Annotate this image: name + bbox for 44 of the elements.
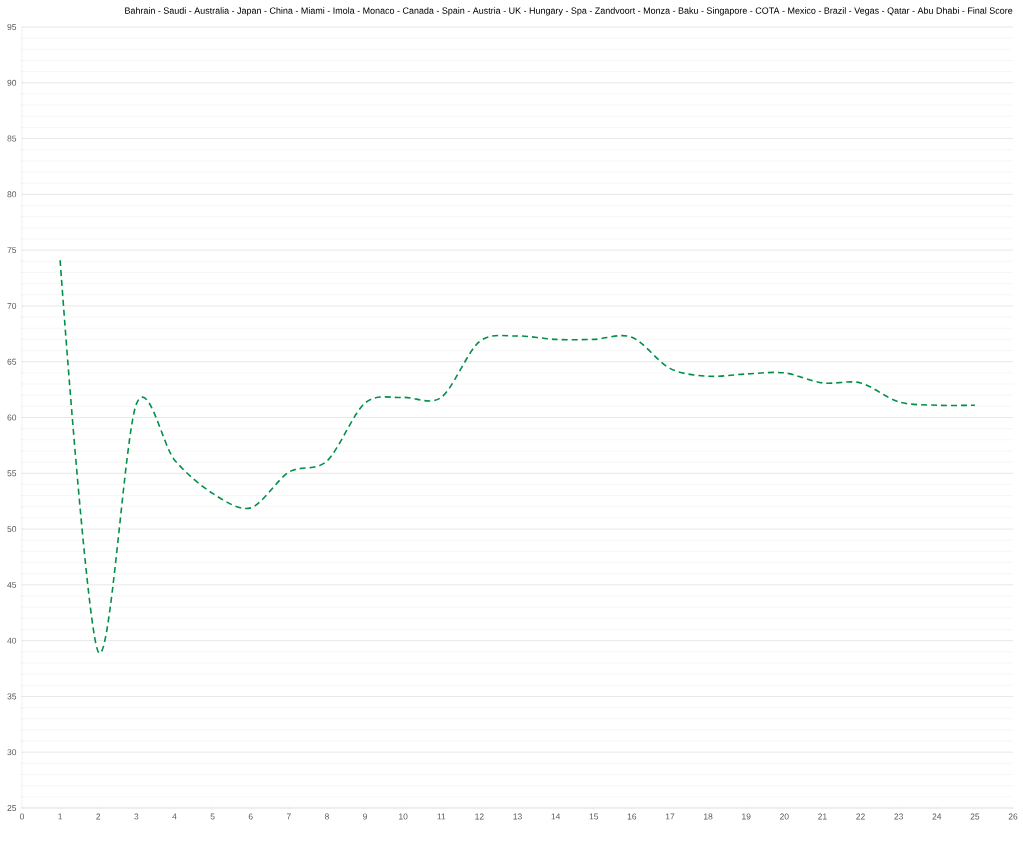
x-tick-label: 16 xyxy=(627,813,637,820)
y-tick-label: 75 xyxy=(7,247,17,254)
chart-title: Bahrain - Saudi - Australia - Japan - China - Miami - Imola - Monaco - Canada - Spain - Austria - UK - Hungary - Spa - Zandvoort - Monza - Baku - Singapore - COTA - Mexico - Brazil - Vegas - Qatar - Abu Dhabi - Final Score xyxy=(125,7,1013,16)
y-tick-label: 60 xyxy=(7,414,17,421)
y-tick-label: 40 xyxy=(7,637,17,644)
x-tick-label: 22 xyxy=(856,813,865,820)
x-tick-label: 9 xyxy=(363,813,367,820)
y-tick-label: 80 xyxy=(7,191,17,198)
x-tick-label: 12 xyxy=(475,813,484,820)
x-tick-label: 15 xyxy=(589,813,599,820)
x-tick-label: 18 xyxy=(704,813,713,820)
x-tick-label: 7 xyxy=(286,813,291,820)
x-tick-label: 20 xyxy=(780,813,789,820)
x-tick-label: 11 xyxy=(437,813,446,820)
x-tick-label: 4 xyxy=(172,813,177,820)
x-tick-label: 23 xyxy=(894,813,904,820)
y-tick-label: 25 xyxy=(7,805,17,811)
x-tick-label: 21 xyxy=(818,813,827,820)
line-series xyxy=(59,259,976,653)
y-tick-label: 35 xyxy=(7,693,17,700)
x-tick-label: 24 xyxy=(932,813,942,820)
y-tick-label: 95 xyxy=(7,24,17,30)
x-tick-label: 0 xyxy=(19,813,25,820)
y-tick-label: 45 xyxy=(7,581,17,588)
y-tick-label: 70 xyxy=(7,302,17,309)
x-tick-label: 26 xyxy=(1008,813,1018,820)
y-tick-label: 90 xyxy=(7,79,17,86)
y-tick-label: 50 xyxy=(7,526,17,533)
x-tick-label: 2 xyxy=(96,813,101,820)
x-tick-label: 5 xyxy=(210,813,215,820)
x-tick-label: 14 xyxy=(551,813,561,820)
x-tick-label: 6 xyxy=(248,813,253,820)
x-tick-label: 8 xyxy=(324,813,329,820)
x-tick-label: 19 xyxy=(742,813,751,820)
x-tick-label: 13 xyxy=(513,813,522,820)
y-tick-label: 55 xyxy=(7,470,17,477)
x-tick-label: 25 xyxy=(970,813,980,820)
y-tick-label: 65 xyxy=(7,358,17,365)
x-tick-label: 1 xyxy=(58,813,63,820)
y-tick-label: 85 xyxy=(7,135,17,142)
x-tick-label: 10 xyxy=(399,813,408,820)
x-tick-label: 17 xyxy=(665,813,675,820)
x-tick-label: 3 xyxy=(134,813,139,820)
y-tick-label: 30 xyxy=(7,749,17,756)
